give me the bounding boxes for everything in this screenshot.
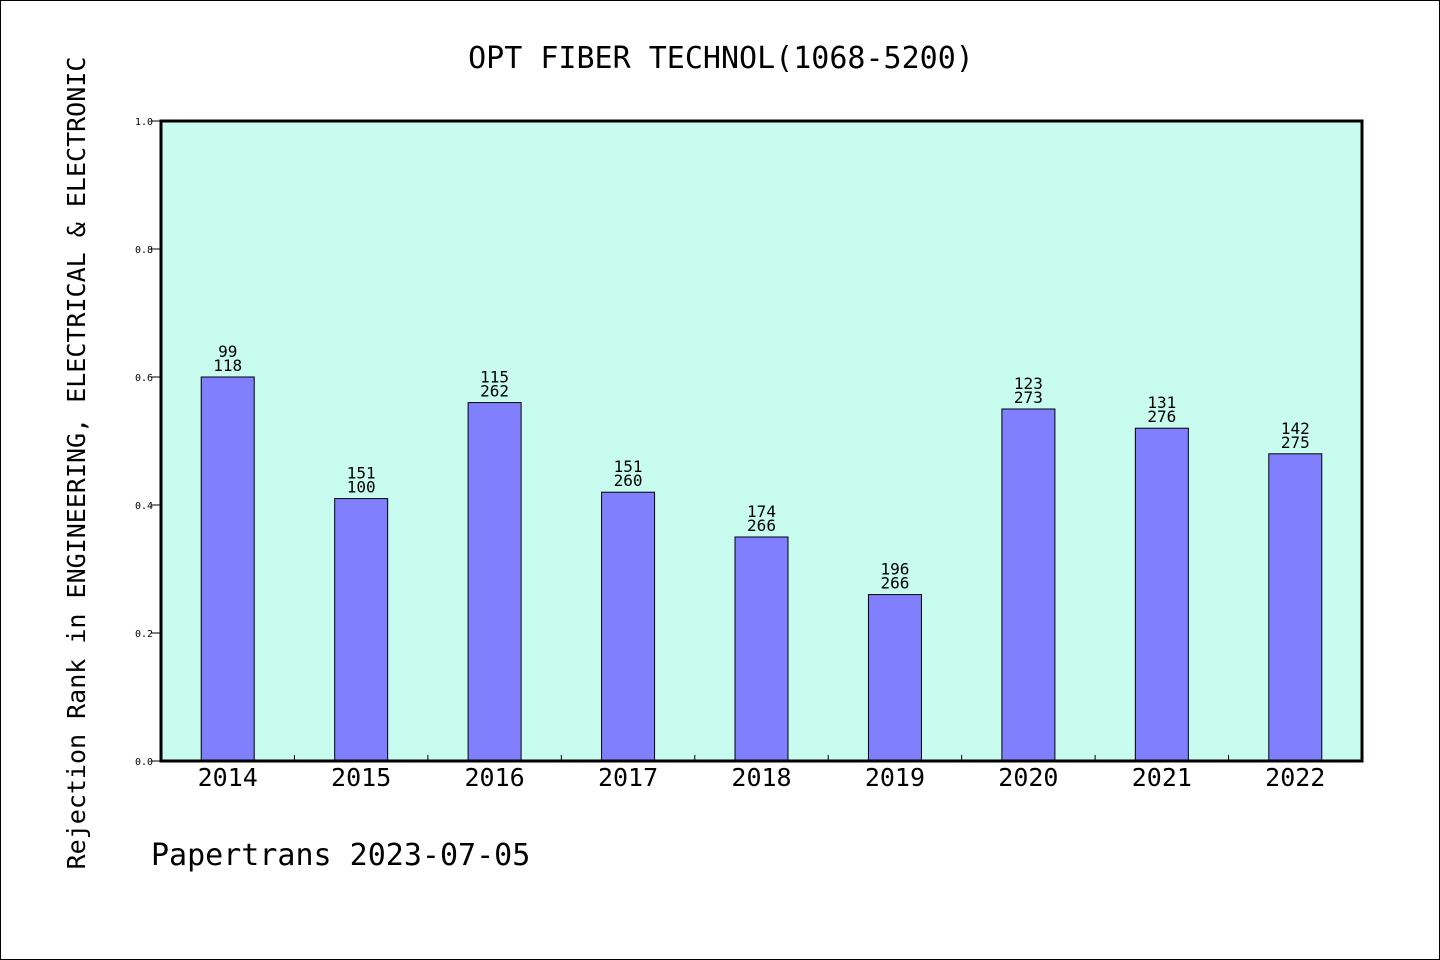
bar-label-bottom: 275: [1281, 433, 1310, 452]
bar-2019: [867, 594, 922, 762]
bar-label-top: 142: [1281, 419, 1310, 438]
x-tick-label: 2020: [998, 763, 1058, 792]
y-tick-label: 1.0: [135, 117, 153, 128]
y-tick-label: 0.0: [135, 757, 153, 768]
footer-text: Papertrans 2023-07-05: [151, 838, 530, 873]
bar-2022: [1268, 453, 1323, 762]
y-tick-label: 0.4: [135, 501, 153, 512]
bar-2018: [734, 536, 789, 762]
bar-label-bottom: 273: [1014, 388, 1043, 407]
y-tick-label: 0.2: [135, 629, 153, 640]
x-tick-label: 2022: [1265, 763, 1325, 792]
y-axis-label: Rejection Rank in ENGINEERING, ELECTRICA…: [62, 57, 91, 870]
x-axis-ticks: 2014 2015 2016 2017 2018 2019 2020 2021 2022: [198, 755, 1325, 792]
y-axis-ticks: 0.0 0.2 0.4 0.6 0.8 1.0: [135, 117, 161, 768]
bar-label-top: 196: [880, 560, 909, 579]
bar-label-bottom: 260: [614, 471, 643, 490]
x-tick-label: 2016: [465, 763, 525, 792]
y-tick-label: 0.6: [135, 373, 153, 384]
bar-label-bottom: 100: [347, 478, 376, 497]
bar-label-top: 115: [480, 368, 509, 387]
bar-2016: [467, 402, 522, 762]
chart-title: OPT FIBER TECHNOL(1068-5200): [468, 41, 974, 76]
x-tick-label: 2017: [598, 763, 658, 792]
bar-label-top: 174: [747, 502, 776, 521]
bar-label-top: 131: [1147, 393, 1176, 412]
bar-label-bottom: 266: [747, 516, 776, 535]
bar-label-top: 151: [614, 457, 643, 476]
x-tick-label: 2019: [865, 763, 925, 792]
x-tick-label: 2015: [331, 763, 391, 792]
bar-label-bottom: 118: [213, 356, 242, 375]
bar-2021: [1134, 427, 1189, 762]
bar-label-bottom: 266: [880, 574, 909, 593]
x-tick-label: 2014: [198, 763, 258, 792]
bar-2015: [334, 498, 389, 762]
x-tick-label: 2021: [1132, 763, 1192, 792]
plot-border: [159, 119, 1364, 763]
bars-group: 9911815110011526215126017426619626612327…: [200, 342, 1323, 762]
bar-2014: [200, 376, 255, 762]
bar-label-top: 151: [347, 464, 376, 483]
bar-label-top: 123: [1014, 374, 1043, 393]
bar-label-bottom: 276: [1147, 407, 1176, 426]
bar-2017: [601, 491, 656, 762]
bar-label-top: 99: [218, 342, 237, 361]
bar-label-bottom: 262: [480, 382, 509, 401]
y-tick-label: 0.8: [135, 245, 153, 256]
x-tick-label: 2018: [731, 763, 791, 792]
bar-2020: [1001, 408, 1056, 762]
